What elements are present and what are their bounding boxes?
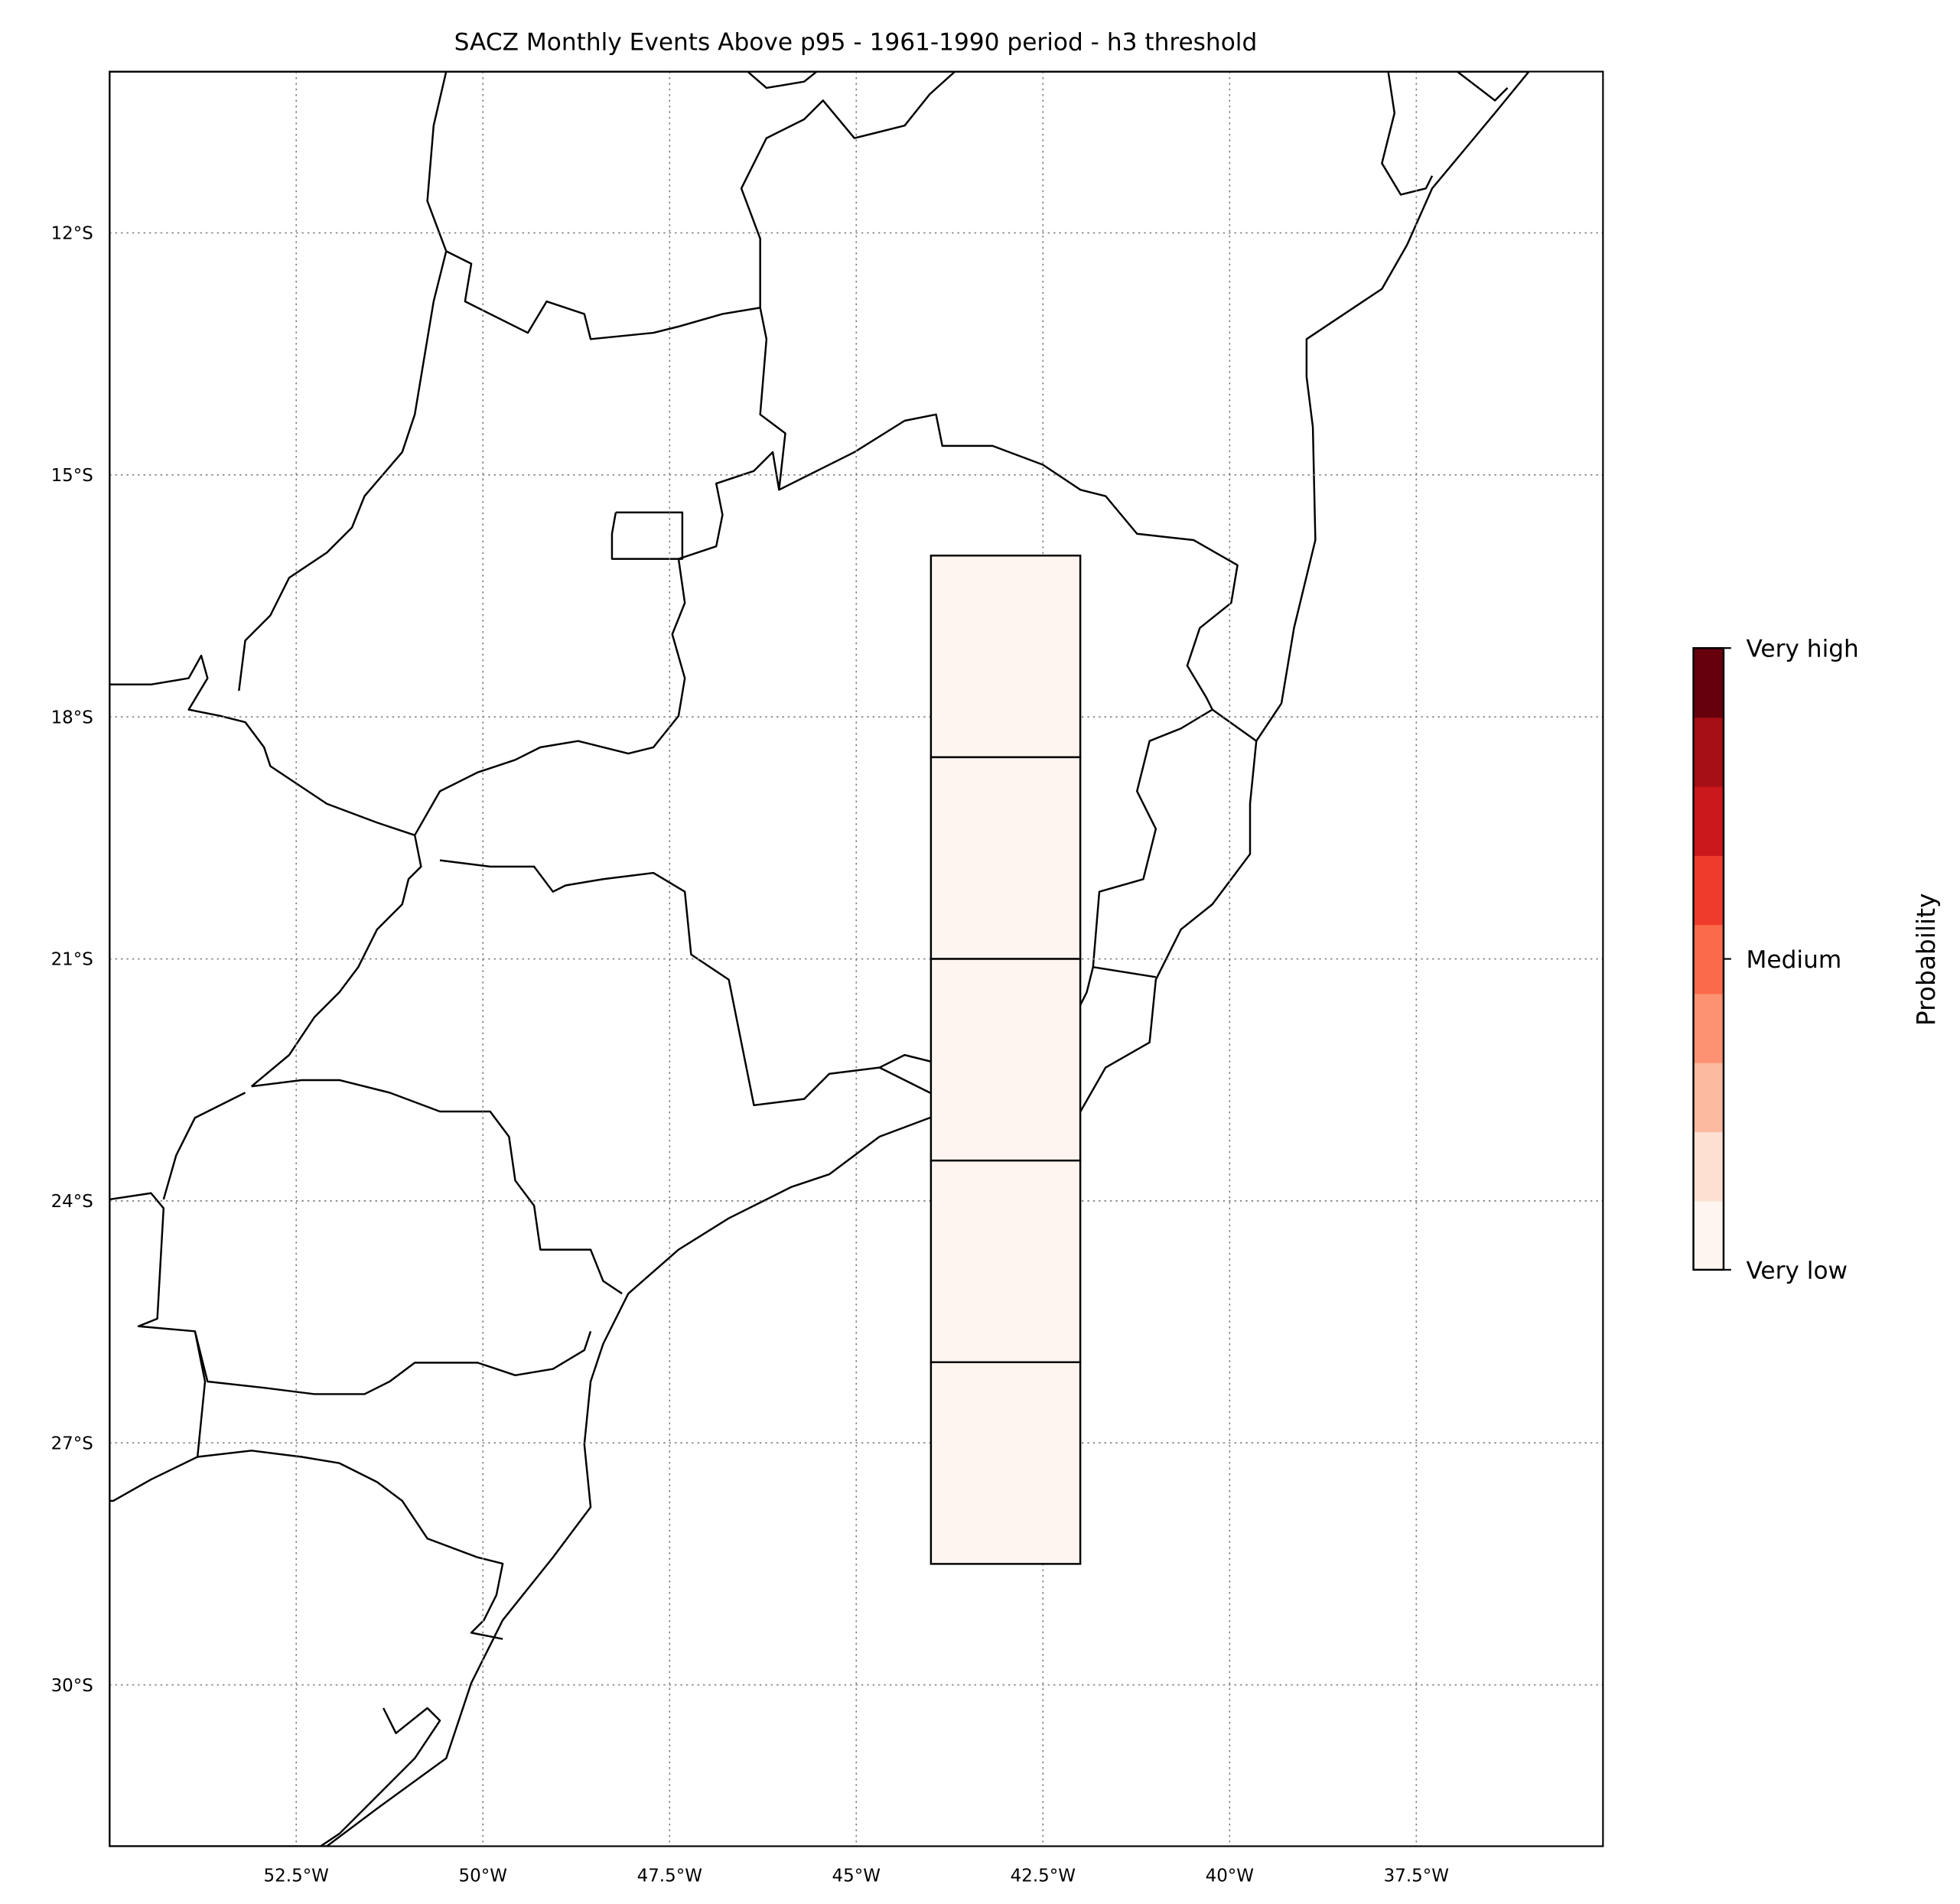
y-tick-label: 12°S [51,224,93,244]
y-tick-label: 27°S [51,1434,93,1453]
map-axes [109,71,1603,1847]
colorbar-segment [1693,786,1724,856]
colorbar-segment [1693,1200,1724,1271]
probability-cell [930,1159,1082,1364]
probability-cell [930,756,1082,960]
colorbar-segment [1693,993,1724,1063]
x-tick-label: 45°W [832,1866,881,1886]
colorbar-segment [1693,717,1724,787]
probability-cell [930,555,1082,759]
x-tick-label: 52.5°W [264,1866,329,1886]
x-tick-label: 42.5°W [1011,1866,1076,1886]
y-tick-label: 24°S [51,1192,93,1212]
colorbar-segment [1693,1131,1724,1202]
y-tick-label: 21°S [51,950,93,970]
colorbar-label: Probability [1912,893,1941,1027]
probability-cell [930,1361,1082,1565]
x-tick-label: 37.5°W [1384,1866,1449,1886]
axes-frame [109,70,1604,1847]
gridlines [109,71,1603,1847]
colorbar-segment [1693,855,1724,926]
y-tick-label: 15°S [51,466,93,486]
y-tick-label: 18°S [51,708,93,727]
colorbar-tick-label: Very low [1747,1257,1848,1284]
colorbar-segment [1693,648,1724,718]
x-tick-labels: 52.5°W 50°W 47.5°W 45°W 42.5°W 40°W 37.5°W [264,1866,1449,1886]
x-tick-label: 40°W [1206,1866,1254,1886]
colorbar: Very low Medium Very high [1692,636,1859,1284]
colorbar-segment [1693,924,1724,994]
x-tick-label: 50°W [459,1866,507,1886]
chart-title: SACZ Monthly Events Above p95 - 1961-199… [454,29,1258,57]
y-tick-labels: 12°S 15°S 18°S 21°S 24°S 27°S 30°S [51,224,93,1696]
y-tick-label: 30°S [51,1676,93,1696]
x-tick-label: 47.5°W [637,1866,702,1886]
probability-cell [930,958,1082,1162]
non-brazil-area [109,1192,207,1502]
state-borders [109,71,1509,1847]
colorbar-segment [1693,1062,1724,1133]
colorbar-tick-label: Medium [1747,946,1842,974]
colorbar-tick-label: Very high [1747,636,1859,663]
probability-cells [930,555,1082,1565]
